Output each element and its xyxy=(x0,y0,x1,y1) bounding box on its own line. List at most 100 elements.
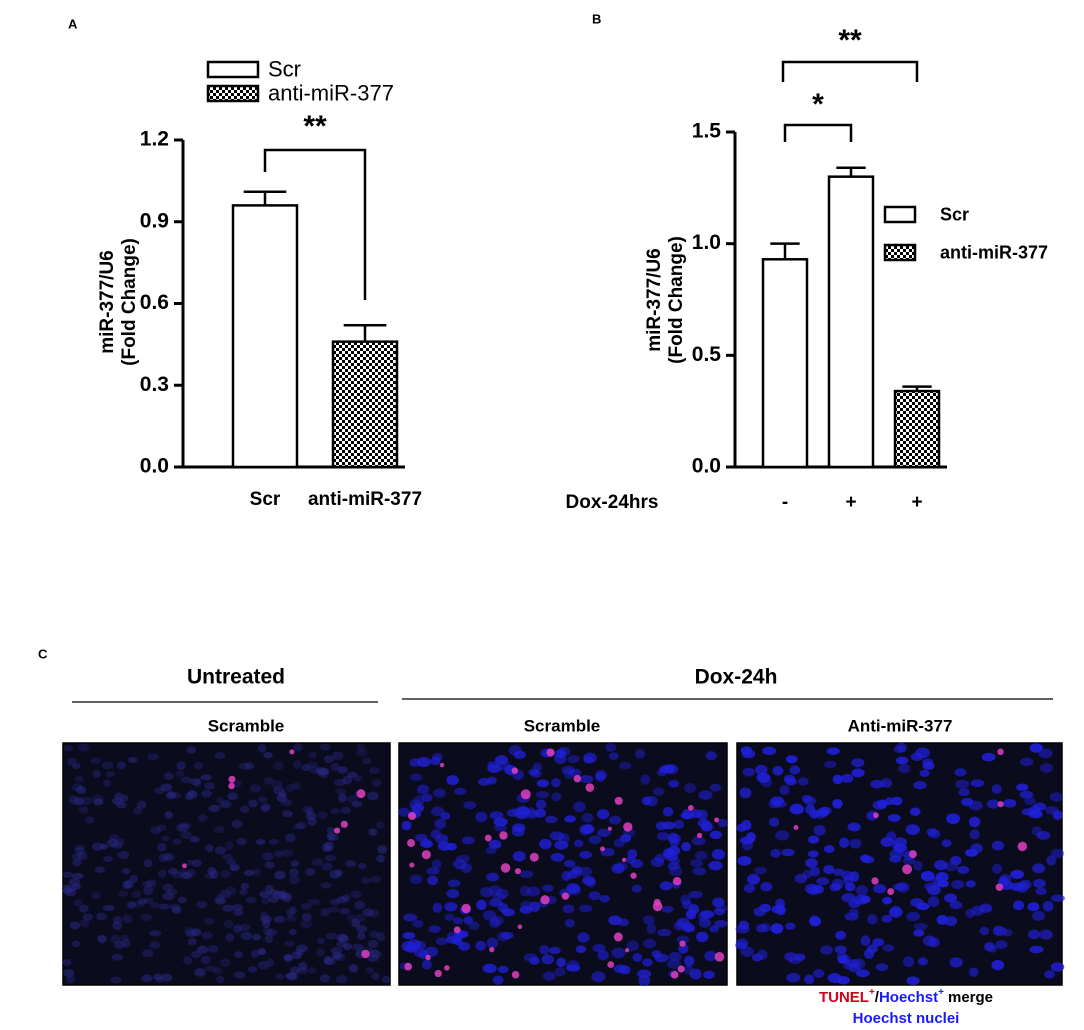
nucleus xyxy=(1044,970,1055,979)
nucleus xyxy=(770,923,784,934)
nucleus xyxy=(519,870,534,879)
tunel-spot xyxy=(871,877,879,885)
micrograph xyxy=(398,742,728,987)
nucleus xyxy=(902,956,915,968)
nucleus xyxy=(122,914,133,924)
nucleus xyxy=(906,976,920,985)
nucleus xyxy=(356,748,368,757)
nucleus xyxy=(403,913,418,922)
nucleus xyxy=(488,898,503,907)
legend-swatch xyxy=(206,60,260,79)
nucleus xyxy=(352,943,364,951)
nucleus xyxy=(376,932,386,942)
nucleus xyxy=(142,949,154,958)
nucleus xyxy=(913,929,925,937)
nucleus xyxy=(928,937,940,948)
significance-bracket xyxy=(781,60,919,82)
tunel-spot xyxy=(340,820,348,828)
nucleus xyxy=(873,884,887,894)
nucleus xyxy=(608,815,622,825)
nucleus xyxy=(775,830,790,841)
nucleus xyxy=(321,862,333,871)
nucleus xyxy=(965,880,976,888)
nucleus xyxy=(661,905,674,913)
nucleus xyxy=(944,893,958,903)
nucleus xyxy=(330,807,340,815)
nucleus xyxy=(986,799,1000,809)
nucleus xyxy=(272,786,285,795)
nucleus xyxy=(968,967,979,977)
nucleus xyxy=(330,898,341,906)
tunel-spot xyxy=(614,796,623,805)
nucleus xyxy=(816,808,830,818)
nucleus xyxy=(225,933,235,942)
nucleus xyxy=(175,823,185,832)
tunel-spot xyxy=(409,862,415,868)
legend-label: Scr xyxy=(268,56,301,81)
nucleus xyxy=(278,890,287,900)
nucleus xyxy=(236,837,247,846)
nucleus xyxy=(475,811,488,823)
nucleus xyxy=(72,859,82,867)
nucleus xyxy=(669,838,680,848)
nucleus xyxy=(220,958,231,968)
nucleus xyxy=(117,850,130,860)
nucleus xyxy=(358,862,367,870)
nucleus xyxy=(326,832,336,841)
nucleus xyxy=(371,778,382,787)
nucleus xyxy=(578,866,593,877)
nucleus xyxy=(867,944,878,954)
nucleus xyxy=(245,762,254,770)
nucleus xyxy=(311,858,324,867)
nucleus xyxy=(651,950,662,958)
nucleus xyxy=(307,761,318,769)
nucleus xyxy=(220,869,231,879)
nucleus xyxy=(317,767,330,776)
nucleus xyxy=(683,964,694,975)
nucleus xyxy=(71,873,84,880)
nucleus xyxy=(927,885,941,896)
nucleus xyxy=(561,765,575,775)
nucleus xyxy=(826,747,840,755)
nucleus xyxy=(756,772,771,783)
nucleus xyxy=(69,921,81,930)
nucleus xyxy=(632,952,643,962)
nucleus xyxy=(526,886,541,897)
nucleus xyxy=(659,881,673,891)
legend-label: anti-miR-377 xyxy=(940,242,1048,262)
nucleus xyxy=(319,743,331,751)
nucleus xyxy=(377,845,388,854)
nucleus xyxy=(127,901,136,909)
nucleus xyxy=(115,801,127,809)
nucleus xyxy=(846,959,861,968)
nucleus xyxy=(370,875,382,883)
tunel-spot xyxy=(623,822,633,832)
nucleus xyxy=(981,752,996,762)
nucleus xyxy=(186,859,195,866)
nucleus xyxy=(265,929,278,936)
nucleus xyxy=(72,763,81,770)
nucleus xyxy=(268,895,279,903)
nucleus xyxy=(165,810,174,820)
nucleus xyxy=(107,838,118,848)
nucleus xyxy=(122,880,132,890)
tunel-spot xyxy=(489,946,495,953)
nucleus xyxy=(737,855,752,866)
nucleus xyxy=(430,756,441,766)
nucleus xyxy=(880,778,893,788)
nucleus xyxy=(223,920,234,929)
nucleus xyxy=(1001,880,1013,891)
nucleus xyxy=(668,865,683,877)
nucleus xyxy=(591,971,606,983)
tunel-spot xyxy=(887,888,895,896)
nucleus xyxy=(797,777,809,786)
nucleus xyxy=(332,751,344,760)
nucleus xyxy=(337,766,348,774)
nucleus xyxy=(781,848,795,857)
y-tick-label: 1.2 xyxy=(140,128,169,151)
nucleus xyxy=(934,859,948,871)
nucleus xyxy=(189,836,200,843)
nucleus xyxy=(257,948,267,955)
nucleus xyxy=(171,906,182,914)
nucleus xyxy=(320,882,332,889)
